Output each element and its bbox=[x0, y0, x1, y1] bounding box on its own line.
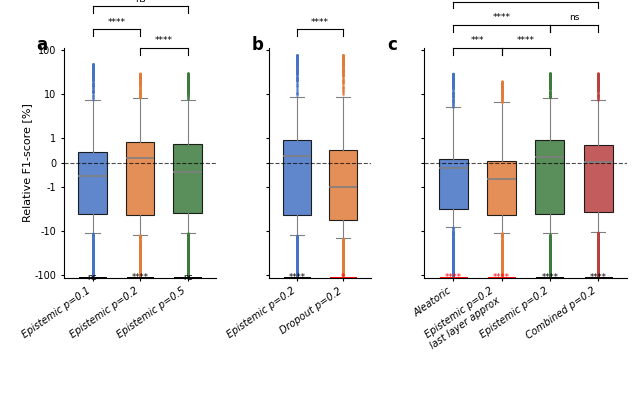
Text: ****: **** bbox=[541, 273, 558, 282]
PathPatch shape bbox=[439, 159, 468, 209]
Text: ****: **** bbox=[132, 273, 148, 282]
Text: a: a bbox=[36, 36, 48, 54]
Text: ****: **** bbox=[493, 13, 511, 22]
Text: ****: **** bbox=[311, 18, 329, 27]
Text: ****: **** bbox=[108, 18, 125, 27]
PathPatch shape bbox=[78, 152, 107, 214]
Text: ****: **** bbox=[493, 273, 510, 282]
PathPatch shape bbox=[487, 161, 516, 215]
Text: ns: ns bbox=[135, 0, 145, 4]
Text: *: * bbox=[341, 273, 346, 282]
PathPatch shape bbox=[536, 140, 564, 214]
Text: ns: ns bbox=[88, 273, 97, 282]
Text: ns: ns bbox=[183, 273, 193, 282]
Text: ****: **** bbox=[289, 273, 306, 282]
Text: ****: **** bbox=[516, 37, 535, 45]
Text: ****: **** bbox=[155, 37, 173, 45]
Text: ***: *** bbox=[470, 37, 484, 45]
PathPatch shape bbox=[330, 150, 357, 220]
Text: c: c bbox=[388, 36, 397, 54]
Y-axis label: Relative F1-score [%]: Relative F1-score [%] bbox=[22, 103, 32, 222]
PathPatch shape bbox=[584, 145, 612, 212]
Text: ns: ns bbox=[569, 13, 579, 22]
PathPatch shape bbox=[284, 141, 311, 215]
PathPatch shape bbox=[126, 142, 154, 215]
Text: b: b bbox=[252, 36, 263, 54]
Text: ****: **** bbox=[445, 273, 461, 282]
Text: ****: **** bbox=[589, 273, 607, 282]
PathPatch shape bbox=[173, 144, 202, 213]
